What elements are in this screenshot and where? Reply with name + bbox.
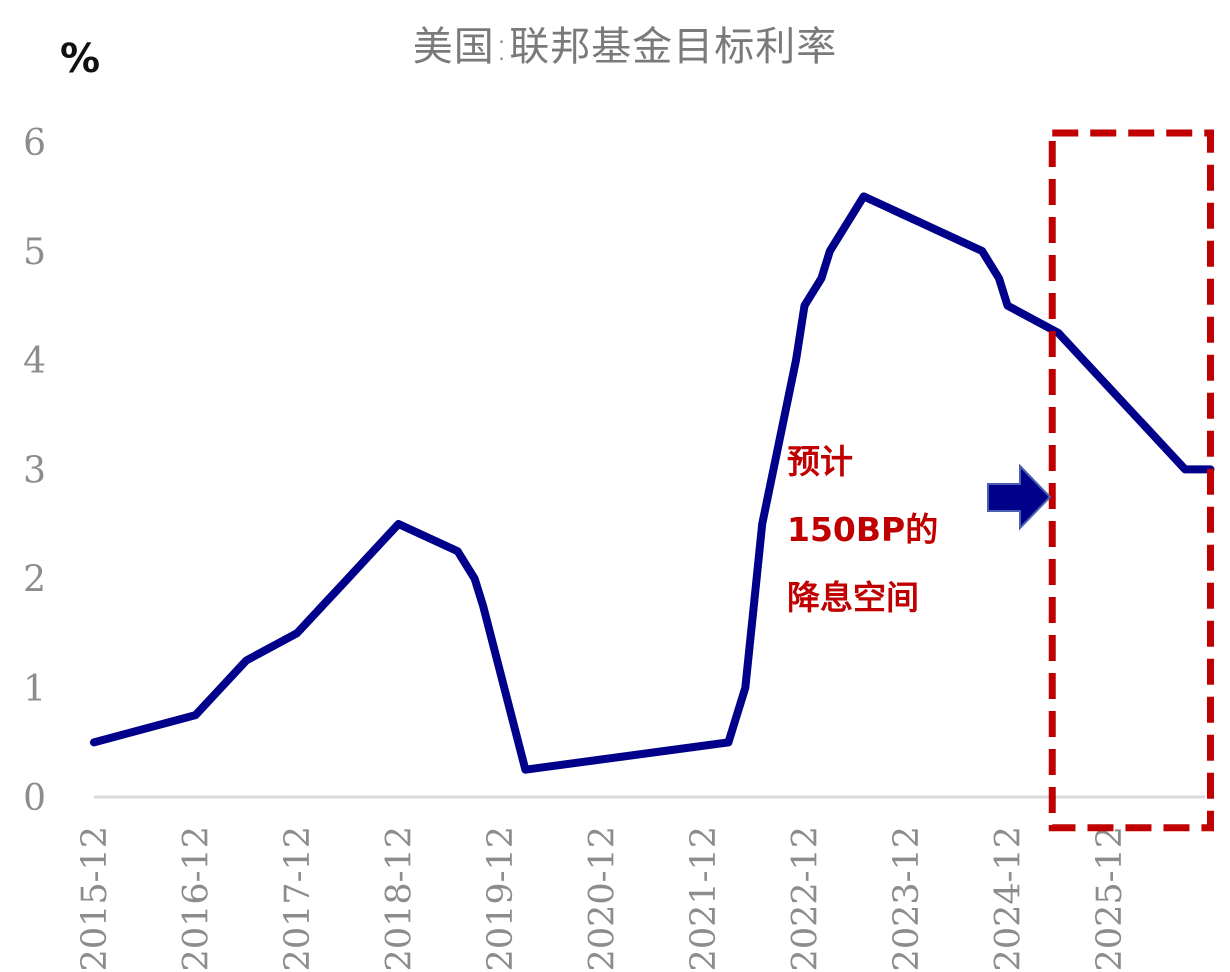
x-tick-label-2017-12: 2017-12 <box>278 826 318 971</box>
y-axis: 0 1 2 3 4 5 6 <box>23 123 46 819</box>
annotation-line-3: 降息空间 <box>787 578 919 617</box>
y-tick-label-3: 3 <box>23 450 46 491</box>
x-tick-label-2022-12: 2022-12 <box>786 826 826 971</box>
x-tick-label-2024-12: 2024-12 <box>989 826 1029 971</box>
annotation-line-1: 预计 <box>787 442 853 481</box>
x-tick-label-2015-12: 2015-12 <box>75 826 115 971</box>
x-tick-label-2018-12: 2018-12 <box>380 826 420 971</box>
y-tick-label-4: 4 <box>23 341 46 382</box>
y-tick-label-6: 6 <box>23 123 46 164</box>
y-tick-label-2: 2 <box>23 560 46 601</box>
series-line-fed-funds-rate <box>90 192 1215 774</box>
y-tick-label-5: 5 <box>23 232 46 273</box>
annotation-line-2: 150BP的 <box>787 510 939 549</box>
right-arrow-icon <box>987 463 1052 531</box>
rate-cut-annotation: 预计 150BP的 降息空间 <box>787 428 987 632</box>
x-tick-label-2020-12: 2020-12 <box>583 826 623 971</box>
x-tick-label-2021-12: 2021-12 <box>684 826 724 971</box>
y-tick-label-1: 1 <box>23 669 46 710</box>
forecast-highlight-box <box>1048 129 1214 832</box>
chart-title: 美国:联邦基金目标利率 <box>412 24 838 70</box>
x-tick-label-2019-12: 2019-12 <box>481 826 521 971</box>
x-tick-label-2025-12: 2025-12 <box>1090 826 1130 971</box>
x-axis: 2015-12 2016-12 2017-12 2018-12 2019-12 2020-… <box>75 826 1130 971</box>
y-axis-unit: % <box>60 36 101 82</box>
x-tick-label-2016-12: 2016-12 <box>177 826 217 971</box>
y-tick-label-0: 0 <box>23 778 46 819</box>
x-tick-label-2023-12: 2023-12 <box>887 826 927 971</box>
